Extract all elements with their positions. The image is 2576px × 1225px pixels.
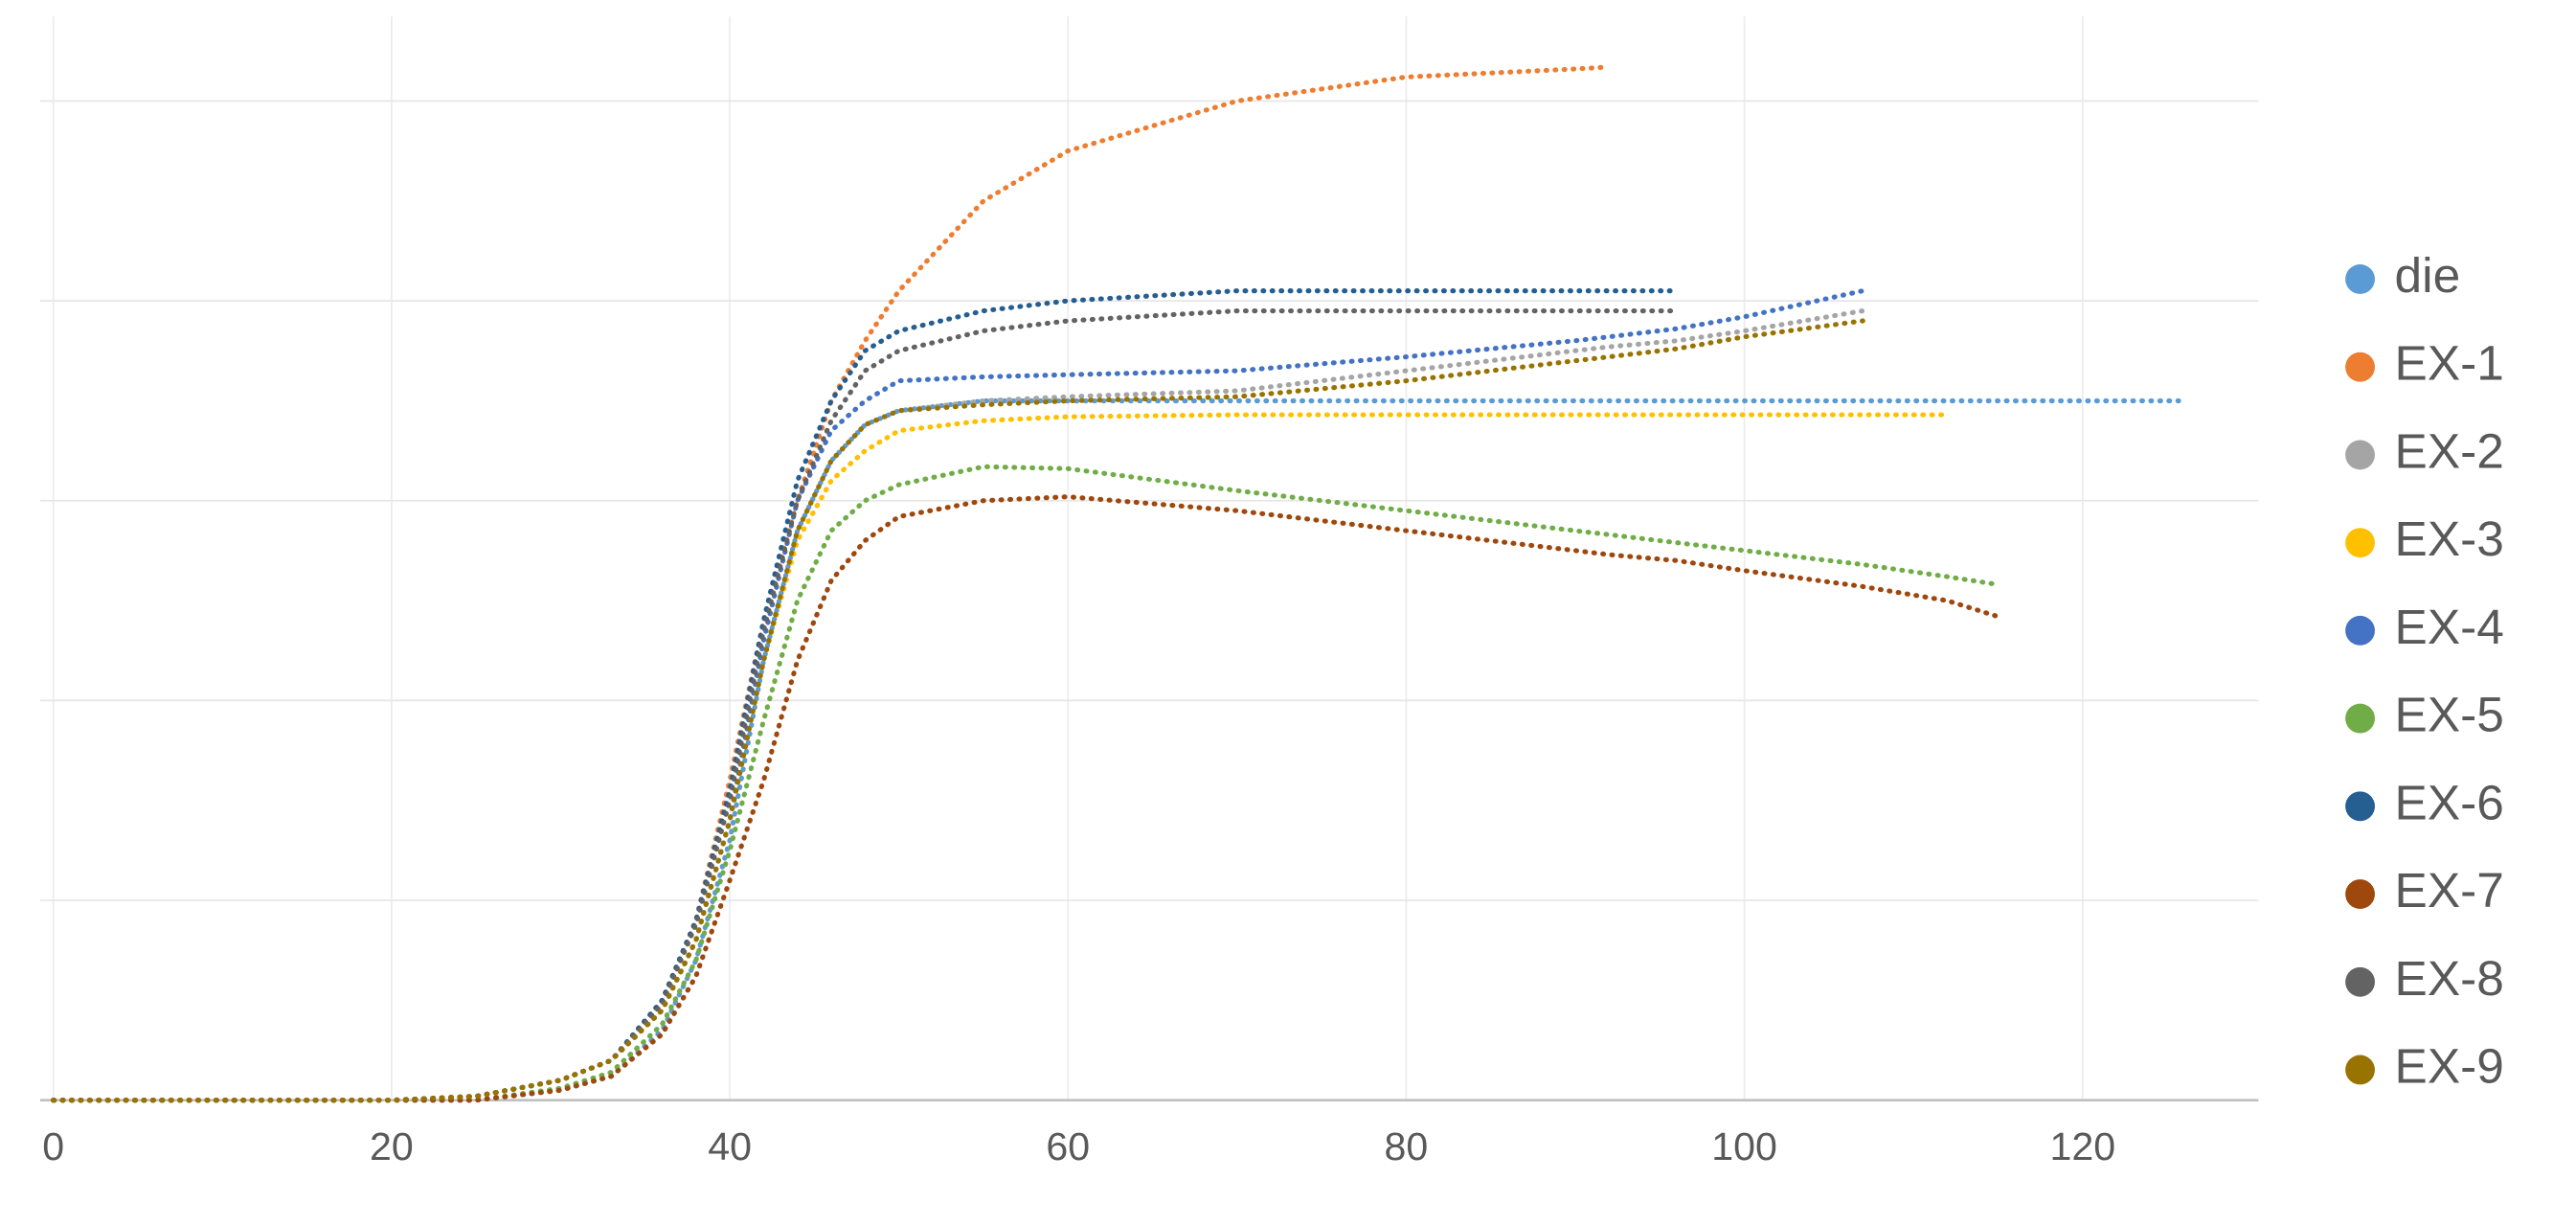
x-tick-label: 80 <box>1385 1124 1429 1168</box>
legend-marker <box>2345 615 2375 646</box>
x-tick-label: 20 <box>370 1124 414 1168</box>
legend-label: EX-8 <box>2395 950 2504 1006</box>
legend-marker <box>2345 528 2375 558</box>
legend-label: EX-6 <box>2395 774 2504 829</box>
x-tick-label: 100 <box>1711 1124 1777 1168</box>
legend-marker <box>2345 879 2375 909</box>
legend-label: die <box>2395 247 2461 303</box>
series-line <box>51 464 2001 1103</box>
legend-label: EX-1 <box>2395 335 2504 391</box>
legend-marker <box>2345 1055 2375 1085</box>
x-tick-label: 60 <box>1046 1124 1090 1168</box>
legend-marker <box>2345 966 2375 997</box>
legend-marker <box>2345 703 2375 734</box>
x-tick-label: 120 <box>2049 1124 2115 1168</box>
legend-marker <box>2345 440 2375 470</box>
legend-marker <box>2345 791 2375 822</box>
series-line <box>51 307 1680 1103</box>
series-line <box>51 397 2187 1103</box>
x-tick-label: 40 <box>708 1124 752 1168</box>
series-line <box>51 288 1680 1103</box>
series-line <box>51 494 2001 1103</box>
legend-label: EX-2 <box>2395 422 2504 478</box>
legend-label: EX-3 <box>2395 510 2504 566</box>
legend-label: EX-7 <box>2395 862 2504 918</box>
x-tick-label: 0 <box>42 1124 64 1168</box>
legend-label: EX-9 <box>2395 1038 2504 1094</box>
series-line <box>51 307 1865 1103</box>
legend-label: EX-4 <box>2395 599 2504 654</box>
legend-marker <box>2345 264 2375 294</box>
legend-marker <box>2345 352 2375 382</box>
series-line <box>51 64 1612 1103</box>
series-line <box>51 412 1951 1103</box>
series-line <box>51 318 1865 1103</box>
series-line <box>51 288 1865 1103</box>
legend-label: EX-5 <box>2395 687 2504 742</box>
